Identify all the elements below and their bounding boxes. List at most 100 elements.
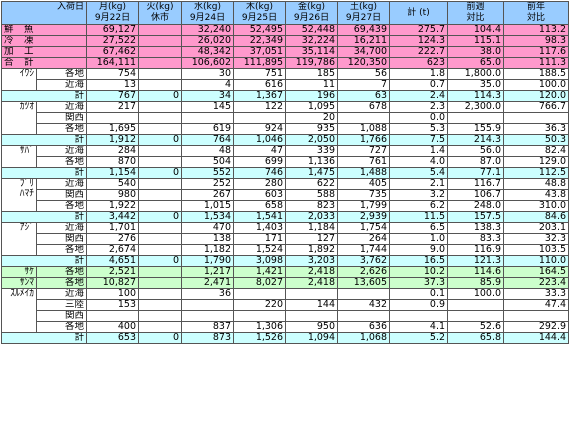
header-day-5: 金(kg) 9月26日 bbox=[285, 1, 339, 25]
region-label: 各地 bbox=[35, 200, 88, 212]
value-cell: 1,799 bbox=[337, 200, 391, 212]
table-row: 各地 870 504 699 1,136 761 4.0 87.0 129.0 bbox=[2, 156, 569, 168]
subtotal-row: 計 1,912 0 764 1,046 2,050 1,766 7.5 214.3 50.3 bbox=[0, 134, 569, 146]
value-cell: 540 bbox=[86, 178, 140, 190]
value-cell: 248.0 bbox=[447, 200, 505, 212]
value-cell: 339 bbox=[285, 145, 339, 157]
value-cell: 1.0 bbox=[389, 233, 449, 245]
value-cell: 310.0 bbox=[503, 200, 569, 212]
value-cell bbox=[138, 101, 183, 113]
region-label: 各地 bbox=[35, 244, 88, 256]
value-cell: 1,524 bbox=[233, 244, 287, 256]
value-cell: 699 bbox=[233, 156, 287, 168]
value-cell bbox=[138, 321, 183, 333]
value-cell bbox=[138, 200, 183, 212]
value-cell: 144 bbox=[285, 299, 339, 311]
value-cell: 220 bbox=[233, 299, 287, 311]
value-cell: 470 bbox=[181, 222, 235, 234]
value-cell: 114.3 bbox=[447, 90, 505, 102]
value-cell: 0 bbox=[138, 211, 183, 223]
table-row: ｻﾝﾏ 各地 10,827 2,471 8,027 2,418 13,605 37.3 85.9… bbox=[1, 277, 569, 289]
value-cell: 164,111 bbox=[86, 57, 140, 69]
value-cell: 115.1 bbox=[447, 35, 505, 47]
value-cell: 37,051 bbox=[233, 46, 287, 58]
value-cell: 653 bbox=[86, 332, 140, 344]
header-day-2: 火(kg) 休市 bbox=[138, 1, 183, 25]
region-label: 各地 bbox=[35, 277, 88, 289]
value-cell: 119,786 bbox=[285, 57, 339, 69]
value-cell: 1,015 bbox=[181, 200, 235, 212]
value-cell: 35,114 bbox=[285, 46, 339, 58]
value-cell: 746 bbox=[233, 167, 287, 179]
value-cell: 2,418 bbox=[285, 266, 339, 278]
value-cell bbox=[138, 79, 183, 91]
value-cell: 48.8 bbox=[503, 178, 569, 190]
value-cell: 3.2 bbox=[389, 189, 449, 201]
value-cell: 0 bbox=[138, 332, 183, 344]
value-cell: 171 bbox=[233, 233, 287, 245]
value-cell bbox=[138, 277, 183, 289]
value-cell: 678 bbox=[337, 101, 391, 113]
header-day-1: 月(kg) 9月22日 bbox=[86, 1, 140, 25]
region-label: 各地 bbox=[35, 156, 88, 168]
value-cell: 8,027 bbox=[233, 277, 287, 289]
value-cell: 1,421 bbox=[233, 266, 287, 278]
table-row: 関西 980 267 603 588 735 3.2 106.7 43.8 bbox=[2, 189, 569, 201]
summary-label: 加 工 bbox=[0, 46, 88, 58]
fish-arrival-table: 入荷日 月(kg) 9月22日 火(kg) 休市 水(kg) 9月24日 木(kg) 9… bbox=[0, 1, 569, 344]
value-cell: 1,217 bbox=[181, 266, 235, 278]
value-cell: 727 bbox=[337, 145, 391, 157]
region-label: 近海 bbox=[35, 222, 88, 234]
header-day-6: 土(kg) 9月27日 bbox=[337, 1, 391, 25]
value-cell bbox=[181, 310, 235, 322]
value-cell: 26,020 bbox=[181, 35, 235, 47]
value-cell: 980 bbox=[86, 189, 140, 201]
value-cell: 276 bbox=[86, 233, 140, 245]
value-cell bbox=[503, 112, 569, 124]
fish-name: ｶﾂｵ bbox=[1, 101, 37, 135]
value-cell bbox=[138, 24, 183, 36]
value-cell: 120.0 bbox=[503, 90, 569, 102]
value-cell: 217 bbox=[86, 101, 140, 113]
value-cell: 7 bbox=[337, 79, 391, 91]
value-cell: 588 bbox=[285, 189, 339, 201]
value-cell bbox=[503, 310, 569, 322]
value-cell: 3,203 bbox=[285, 255, 339, 267]
value-cell: 36 bbox=[181, 288, 235, 300]
value-cell: 0.9 bbox=[389, 299, 449, 311]
value-cell: 4.0 bbox=[389, 156, 449, 168]
value-cell: 751 bbox=[233, 68, 287, 80]
value-cell: 405 bbox=[337, 178, 391, 190]
value-cell: 6.5 bbox=[389, 222, 449, 234]
value-cell: 87.0 bbox=[447, 156, 505, 168]
value-cell: 3,762 bbox=[337, 255, 391, 267]
value-cell: 603 bbox=[233, 189, 287, 201]
value-cell: 284 bbox=[86, 145, 140, 157]
value-cell bbox=[138, 178, 183, 190]
value-cell: 1,088 bbox=[337, 123, 391, 135]
value-cell: 185 bbox=[285, 68, 339, 80]
value-cell: 823 bbox=[285, 200, 339, 212]
table-row: 近海 13 4 616 11 7 0.7 35.0 100.0 bbox=[2, 79, 569, 91]
value-cell: 138 bbox=[181, 233, 235, 245]
value-cell: 1,488 bbox=[337, 167, 391, 179]
table-row: 各地 1,695 619 924 935 1,088 5.3 155.9 36.3 bbox=[2, 123, 569, 135]
value-cell: 280 bbox=[233, 178, 287, 190]
value-cell: 52,448 bbox=[285, 24, 339, 36]
value-cell: 1,306 bbox=[233, 321, 287, 333]
value-cell: 2.3 bbox=[389, 101, 449, 113]
value-cell: 47.4 bbox=[503, 299, 569, 311]
value-cell: 32.3 bbox=[503, 233, 569, 245]
value-cell bbox=[138, 288, 183, 300]
summary-row: 合 計 164,111 106,602 111,895 119,786 120,350 62… bbox=[0, 57, 569, 69]
value-cell: 764 bbox=[181, 134, 235, 146]
value-cell: 116.7 bbox=[447, 178, 505, 190]
value-cell: 0 bbox=[138, 134, 183, 146]
value-cell: 950 bbox=[285, 321, 339, 333]
value-cell bbox=[138, 156, 183, 168]
value-cell: 1,912 bbox=[86, 134, 140, 146]
value-cell: 1,695 bbox=[86, 123, 140, 135]
value-cell bbox=[337, 310, 391, 322]
subtotal-row: 計 767 0 34 1,367 196 63 2.4 114.3 120.0 bbox=[0, 90, 569, 102]
region-label: 各地 bbox=[35, 321, 88, 333]
